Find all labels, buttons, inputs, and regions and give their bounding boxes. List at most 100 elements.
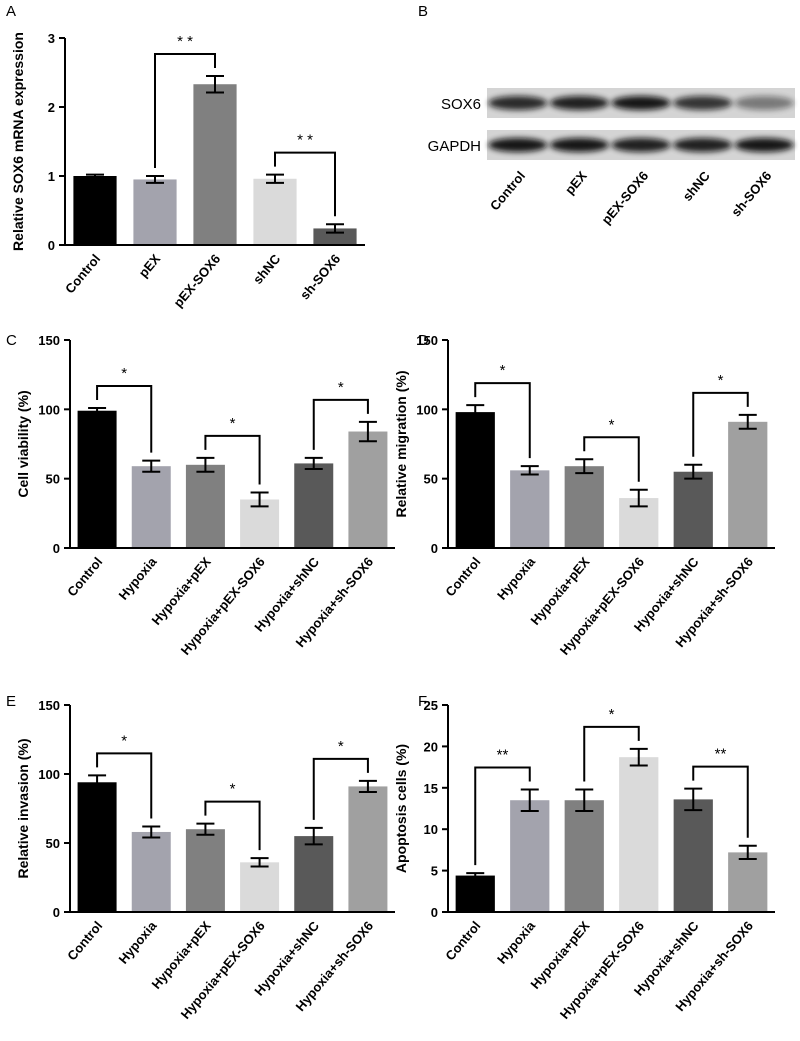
bar xyxy=(77,782,117,912)
blot-band xyxy=(673,138,733,152)
bar xyxy=(348,786,388,912)
bar xyxy=(619,757,659,912)
error-bar xyxy=(250,857,269,868)
x-tick-label: Control xyxy=(442,918,483,963)
significance-label: * * xyxy=(297,132,313,149)
error-bar xyxy=(575,458,594,475)
y-tick-label: 1 xyxy=(48,169,55,184)
error-bar xyxy=(466,404,485,421)
y-tick-label: 20 xyxy=(424,739,438,754)
error-bar xyxy=(738,413,757,430)
x-tick-label: Hypoxia xyxy=(494,554,538,603)
y-tick-label: 150 xyxy=(38,333,60,348)
blot-band xyxy=(549,138,609,152)
x-tick-label: Control xyxy=(64,554,105,599)
y-tick-label: 100 xyxy=(38,767,60,782)
bar xyxy=(73,176,117,245)
x-tick-label: pEX-SOX6 xyxy=(170,251,223,310)
bar xyxy=(294,463,334,548)
y-tick-label: 0 xyxy=(431,905,438,920)
bar xyxy=(77,410,117,548)
error-bar xyxy=(684,787,703,812)
x-tick-label: shNC xyxy=(680,168,714,204)
error-bar xyxy=(266,173,284,184)
error-bar xyxy=(684,463,703,480)
y-axis-label: Relative SOX6 mRNA expression xyxy=(10,32,26,251)
significance-label: * xyxy=(230,415,236,432)
significance-label: * xyxy=(338,379,344,396)
error-bar xyxy=(304,456,323,470)
x-tick-label: Control xyxy=(442,554,483,599)
x-tick-label: Hypoxia xyxy=(116,918,160,967)
bar xyxy=(510,800,550,912)
x-tick-label: sh-SOX6 xyxy=(728,168,774,219)
x-tick-label: Hypoxia xyxy=(116,554,160,603)
error-bar xyxy=(520,788,539,812)
error-bar xyxy=(358,779,377,793)
bar xyxy=(240,499,280,548)
y-tick-label: 5 xyxy=(431,864,438,879)
significance-label: * xyxy=(609,416,615,433)
error-bar xyxy=(142,825,161,839)
significance-bracket xyxy=(96,384,153,453)
y-tick-label: 50 xyxy=(46,472,60,487)
axis xyxy=(447,340,775,549)
blot-row-label: GAPDH xyxy=(428,138,481,155)
y-tick-label: 0 xyxy=(431,541,438,556)
y-tick-label: 100 xyxy=(38,402,60,417)
axis xyxy=(447,705,775,913)
significance-label: * xyxy=(338,738,344,755)
significance-label: ** xyxy=(497,746,509,763)
error-bar xyxy=(358,420,377,443)
y-tick-label: 3 xyxy=(48,31,55,46)
bar xyxy=(728,421,768,548)
x-tick-label: shNC xyxy=(250,251,284,287)
error-bar xyxy=(466,872,485,880)
significance-label: * xyxy=(230,781,236,798)
y-axis-label: Cell viability (%) xyxy=(15,390,31,497)
blot-band xyxy=(673,96,733,110)
error-bar xyxy=(304,826,323,846)
panel-letter: E xyxy=(6,693,16,710)
significance-bracket xyxy=(274,151,336,217)
bar xyxy=(131,466,171,548)
significance-label: * xyxy=(121,732,127,749)
significance-bracket xyxy=(312,398,369,450)
bar xyxy=(564,466,604,548)
axis xyxy=(64,38,365,246)
bar xyxy=(728,852,768,912)
significance-bracket xyxy=(692,391,749,457)
x-tick-label: Control xyxy=(487,168,528,213)
significance-bracket xyxy=(204,800,261,851)
y-tick-label: 2 xyxy=(48,100,55,115)
bar xyxy=(294,836,334,912)
bar xyxy=(455,412,495,548)
error-bar xyxy=(86,173,104,179)
blot-band xyxy=(488,96,548,110)
significance-bracket xyxy=(692,765,749,838)
bar xyxy=(564,800,604,912)
x-tick-label: Control xyxy=(64,918,105,963)
significance-bracket xyxy=(204,434,261,485)
y-axis-label: Relative migration (%) xyxy=(393,370,409,517)
y-tick-label: 50 xyxy=(46,836,60,851)
panel-letter: B xyxy=(418,3,428,20)
bar xyxy=(348,431,388,548)
bar xyxy=(240,862,280,912)
y-tick-label: 50 xyxy=(424,472,438,487)
significance-bracket xyxy=(583,436,640,482)
significance-label: * * xyxy=(177,33,193,50)
blot-band xyxy=(611,138,671,152)
bar xyxy=(193,84,237,245)
blot-band xyxy=(734,96,794,110)
y-tick-label: 0 xyxy=(53,541,60,556)
y-axis-label: Apoptosis cells (%) xyxy=(393,744,409,873)
error-bar xyxy=(88,774,107,791)
significance-bracket xyxy=(474,382,531,459)
axis xyxy=(69,340,395,549)
significance-label: * xyxy=(500,362,506,379)
error-bar xyxy=(629,747,648,767)
x-tick-label: Hypoxia xyxy=(494,918,538,967)
y-axis-label: Relative invasion (%) xyxy=(15,738,31,878)
